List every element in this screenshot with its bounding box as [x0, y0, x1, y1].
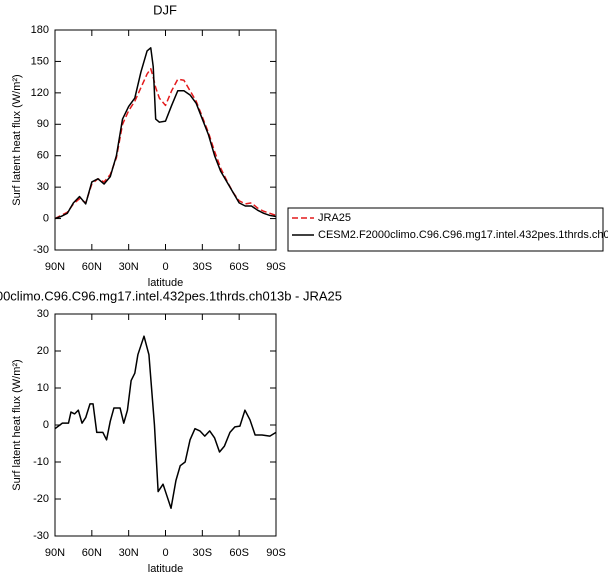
legend-label: JRA25 [318, 212, 351, 224]
chart-title: DJF [153, 2, 177, 17]
y-tick-label: 0 [43, 419, 49, 431]
x-axis-label: latitude [148, 563, 183, 575]
y-tick-label: 60 [37, 150, 49, 162]
plot-frame [54, 29, 277, 251]
y-axis-label: Surf latent heat flux (W/m²) [11, 74, 23, 205]
y-tick-label: -20 [33, 493, 49, 505]
y-tick-label: 90 [37, 118, 49, 130]
x-axis-label: latitude [148, 277, 183, 289]
x-tick-label: 30N [119, 547, 139, 559]
x-tick-label: 60S [229, 547, 249, 559]
chart-title: CESM2.F2000climo.C96.C96.mg17.intel.432p… [0, 288, 342, 303]
y-tick-label: 30 [37, 308, 49, 320]
x-tick-label: 0 [162, 547, 168, 559]
y-tick-label: -10 [33, 456, 49, 468]
y-tick-label: -30 [33, 244, 49, 256]
x-tick-label: 90N [45, 261, 65, 273]
x-tick-label: 60S [229, 261, 249, 273]
x-tick-label: 0 [162, 261, 168, 273]
y-tick-label: 150 [31, 55, 49, 67]
x-tick-label: 30S [193, 261, 213, 273]
y-tick-label: 30 [37, 181, 49, 193]
y-tick-label: 180 [31, 24, 49, 36]
legend-label: CESM2.F2000climo.C96.C96.mg17.intel.432p… [318, 229, 608, 241]
series-line [54, 47, 277, 220]
series-line [54, 68, 277, 220]
plot-frame [54, 313, 277, 537]
legend-box [287, 207, 604, 252]
x-tick-label: 90N [45, 547, 65, 559]
series-line [54, 335, 277, 509]
x-tick-label: 30N [119, 261, 139, 273]
x-tick-label: 30S [193, 547, 213, 559]
x-tick-label: 60N [82, 547, 102, 559]
x-tick-label: 60N [82, 261, 102, 273]
y-tick-label: 10 [37, 382, 49, 394]
x-tick-label: 90S [266, 261, 286, 273]
x-tick-label: 90S [266, 547, 286, 559]
y-axis-label: Surf latent heat flux (W/m²) [11, 359, 23, 490]
y-tick-label: 20 [37, 345, 49, 357]
y-tick-label: 120 [31, 87, 49, 99]
y-tick-label: -30 [33, 530, 49, 542]
y-tick-label: 0 [43, 212, 49, 224]
